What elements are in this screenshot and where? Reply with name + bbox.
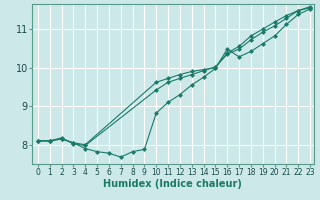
X-axis label: Humidex (Indice chaleur): Humidex (Indice chaleur) (103, 179, 242, 189)
